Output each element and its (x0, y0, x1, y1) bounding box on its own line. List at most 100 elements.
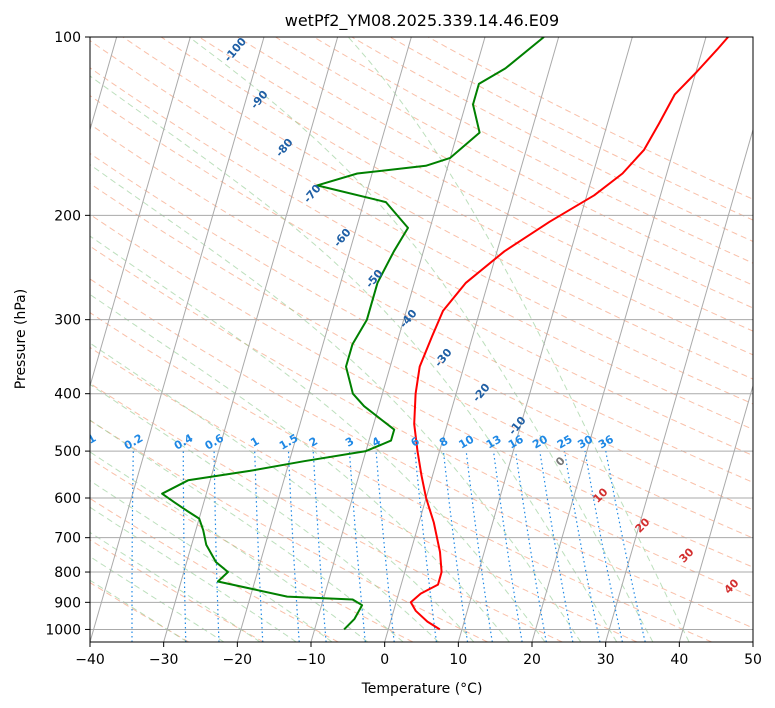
y-tick-label: 800 (54, 565, 81, 581)
mixing-ratio-line (375, 451, 395, 642)
x-tick-label: 40 (670, 652, 688, 668)
series-layer (161, 37, 729, 631)
mixing-ratio-line (213, 451, 220, 642)
moist-adiabat-line (90, 506, 297, 642)
tick-layer: −40 −30 −20 −10 0 10 20 30 40 5010020030040050060… (45, 30, 762, 668)
mixing-ratio-label: 3 (343, 435, 356, 450)
dry-adiabat-line (90, 95, 753, 457)
moist-adiabat-line (90, 531, 261, 642)
isotherm-line (752, 640, 753, 642)
mixing-ratio-label: 6 (409, 434, 422, 449)
dry-adiabat-line (90, 581, 190, 642)
mixing-ratio-line (254, 451, 264, 642)
dry-adiabat-line (90, 123, 753, 483)
dry-adiabat-line (237, 37, 753, 309)
dry-adiabat-line (90, 278, 753, 629)
isotherm-line (236, 37, 412, 642)
isotherm-line (90, 37, 191, 388)
mixing-ratio-label: 8 (437, 435, 450, 450)
moist-adiabat-line (90, 480, 333, 642)
dry-adiabat-line (90, 419, 488, 642)
mixing-ratio-label: 0.1 (75, 432, 98, 453)
moist-adiabat-label: -40 (397, 307, 420, 331)
moist-adiabat-label: -60 (331, 226, 354, 250)
isotherm-line (163, 37, 339, 642)
mixing-ratio-label: 0.6 (203, 431, 227, 452)
dewpoint-profile-line (161, 37, 545, 631)
moist-adiabat-line (90, 75, 618, 642)
isotherm-line (384, 37, 560, 642)
y-tick-label: 200 (54, 208, 81, 224)
x-tick-label: 30 (597, 652, 615, 668)
moist-adiabat-line (90, 342, 475, 642)
isotherm-line (531, 37, 707, 642)
y-tick-label: 400 (54, 387, 81, 403)
dry-adiabat-line (198, 37, 753, 332)
temperature-profile-line (409, 37, 729, 631)
x-axis-title: Temperature (°C) (361, 681, 483, 697)
moist-adiabat-line (90, 579, 188, 642)
moist-adiabat-line (90, 383, 439, 642)
y-tick-label: 100 (54, 30, 81, 46)
isotherm-line (310, 37, 486, 642)
dry-adiabat-line (90, 539, 264, 642)
moist-adiabat-label: -30 (432, 346, 455, 370)
x-tick-label: 20 (523, 652, 541, 668)
mixing-ratio-label: 25 (555, 433, 575, 452)
dry-adiabat-line (90, 497, 339, 642)
dry-adiabat-line (389, 37, 753, 221)
dry-adiabat-label: 40 (722, 576, 742, 596)
y-tick-label: 500 (54, 444, 81, 460)
y-tick-label: 700 (54, 531, 81, 547)
x-tick-label: 0 (380, 652, 389, 668)
y-tick-label: 300 (54, 313, 81, 329)
dry-adiabat-line (90, 152, 753, 511)
y-tick-label: 600 (54, 491, 81, 507)
mixing-ratio-label: 30 (575, 432, 595, 451)
dry-adiabat-label: 10 (591, 485, 611, 505)
isotherm-line (457, 37, 633, 642)
y-tick-label: 1000 (45, 622, 81, 638)
chart-title: wetPf2_YM08.2025.339.14.46.E09 (285, 11, 559, 31)
mixing-ratio-line (515, 451, 547, 642)
mixing-ratio-line (563, 450, 601, 642)
mixing-ratio-label: 1 (248, 435, 261, 450)
mixing-ratio-line (539, 451, 574, 642)
isotherm-line (90, 37, 265, 642)
mixing-ratio-line (131, 451, 134, 642)
moist-adiabat-label: -90 (248, 88, 271, 112)
y-tick-label: 900 (54, 595, 81, 611)
x-tick-label: −30 (149, 652, 179, 668)
dry-adiabat-line (90, 458, 414, 642)
mixing-ratio-line (82, 451, 87, 642)
moist-adiabat-label: -80 (273, 136, 296, 160)
dry-adiabat-line (351, 37, 753, 242)
moist-adiabat-line (90, 235, 546, 642)
mixing-ratio-label: 0.4 (172, 431, 196, 452)
plot-frame (89, 36, 754, 643)
moist-adiabat-line (90, 164, 582, 642)
dry-adiabat-label: 0 (553, 454, 568, 469)
isotherm-line (678, 384, 753, 642)
dry-adiabat-line (90, 245, 753, 598)
mixing-ratio-line (182, 451, 187, 642)
mixing-ratio-label: 10 (457, 432, 477, 451)
x-tick-label: 10 (449, 652, 467, 668)
mixing-ratio-line (584, 450, 623, 642)
dry-adiabat-label: 30 (677, 545, 697, 565)
x-tick-label: −20 (223, 652, 253, 668)
x-tick-label: 50 (744, 652, 762, 668)
mixing-ratio-label: 13 (484, 433, 504, 452)
isotherm-line (605, 127, 753, 642)
dry-adiabat-line (122, 37, 753, 380)
moist-adiabat-line (90, 556, 225, 642)
moist-adiabat-line (90, 451, 369, 642)
y-axis-title: Pressure (hPa) (13, 289, 29, 389)
mixing-ratio-line (465, 451, 493, 642)
background-lines (82, 37, 753, 642)
mixing-ratio-label: 4 (370, 434, 383, 449)
mixing-ratio-line (492, 451, 523, 642)
x-tick-label: −40 (75, 652, 105, 668)
dry-adiabat-line (90, 40, 753, 405)
